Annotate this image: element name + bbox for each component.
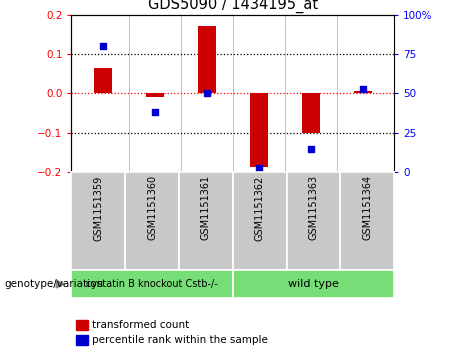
Bar [250,94,268,167]
Bar [94,68,112,94]
Text: cystatin B knockout Cstb-/-: cystatin B knockout Cstb-/- [86,279,218,289]
Text: wild type: wild type [288,279,339,289]
Point [255,165,262,171]
Text: percentile rank within the sample: percentile rank within the sample [92,335,268,345]
Bar [198,26,216,94]
Text: GSM1151360: GSM1151360 [147,175,157,241]
Text: GSM1151361: GSM1151361 [201,175,211,241]
Point [99,43,106,49]
Bar [146,94,164,97]
Point [359,86,366,91]
Bar [354,91,372,94]
Title: GDS5090 / 1434195_at: GDS5090 / 1434195_at [148,0,318,13]
Bar [302,94,320,133]
Text: GSM1151362: GSM1151362 [254,175,265,241]
Text: transformed count: transformed count [92,320,189,330]
Point [151,110,159,115]
Text: genotype/variation: genotype/variation [5,279,104,289]
Text: GSM1151364: GSM1151364 [362,175,372,241]
Point [307,146,314,152]
Text: GSM1151363: GSM1151363 [308,175,319,241]
Text: GSM1151359: GSM1151359 [93,175,103,241]
Point [203,91,211,97]
